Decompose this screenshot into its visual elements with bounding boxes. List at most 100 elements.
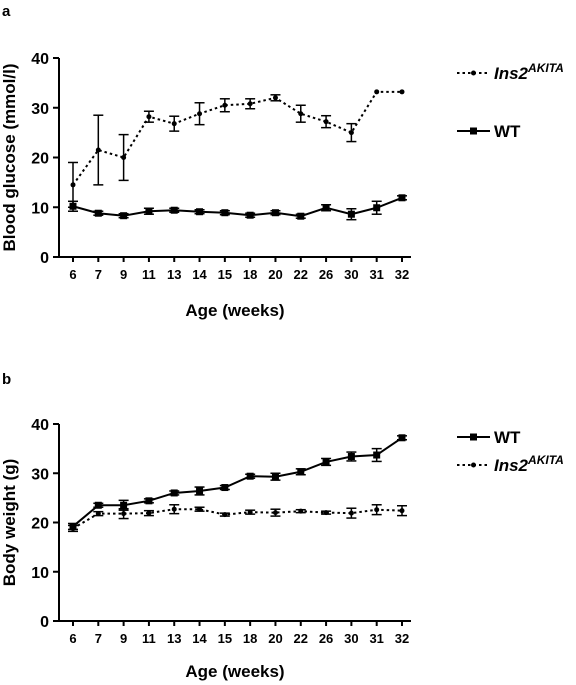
data-point [298,508,304,514]
data-point [247,509,253,515]
legend-item: Ins2AKITA [457,61,564,83]
data-point [70,525,76,531]
x-tick-label: 31 [369,267,383,282]
data-point [297,468,305,476]
x-tick-label: 15 [218,267,232,282]
data-point [146,510,152,516]
data-point [145,497,153,505]
y-tick-label: 20 [31,516,49,533]
x-tick-label: 20 [268,267,282,282]
data-point [247,101,253,107]
x-tick-label: 11 [142,631,156,646]
data-point [348,130,354,136]
data-point [70,182,76,188]
legend-item: WT [457,428,521,447]
x-tick-label: 13 [167,267,181,282]
data-point [197,111,203,117]
x-tick-label: 7 [95,267,102,282]
data-point [398,194,406,202]
series-wt [68,434,407,531]
legend-label: WT [494,122,521,141]
y-tick-label: 30 [31,101,49,118]
panel-b-chart: 0 10 20 30 40 6 7 9 11 13 14 15 18 20 22 26 30 31 32 Age (w… [0,417,564,681]
data-point [298,111,304,117]
y-axis-label: Body weight (g) [0,459,19,586]
data-point [170,206,178,214]
legend-marker [471,462,476,468]
data-point [222,102,228,108]
data-point [322,204,330,212]
data-point [171,506,177,512]
x-tick-label: 9 [120,631,127,646]
y-tick-label: 40 [31,51,49,68]
panel-a-chart: 0 10 20 30 40 6 7 9 11 13 14 15 18 20 22 26 30 31 32 Age (w… [0,51,564,320]
data-point [145,207,153,215]
legend-item: WT [457,122,521,141]
y-tick-label: 10 [31,565,49,582]
data-point [297,212,305,220]
legend-label: WT [494,428,521,447]
x-tick-label: 15 [218,631,232,646]
series-ins2 [68,504,407,533]
x-tick-label: 18 [243,631,257,646]
x-tick-label: 32 [395,267,409,282]
data-point [146,114,152,120]
x-tick-label: 30 [344,631,358,646]
data-point [374,89,380,95]
x-tick-label: 14 [192,631,207,646]
data-point [373,204,381,212]
data-point [348,510,354,516]
x-tick-label: 26 [319,267,333,282]
data-point [221,209,229,217]
x-axis-label: Age (weeks) [185,662,284,681]
data-point [272,95,278,101]
series-ins2 [68,89,405,208]
data-point [197,506,203,512]
data-point [347,210,355,218]
x-tick-label: 31 [369,631,383,646]
data-point [221,484,229,492]
x-tick-label: 6 [69,631,76,646]
data-point [120,212,128,220]
data-point [171,121,177,127]
data-point [69,202,77,210]
data-point [323,119,329,125]
data-point [121,511,127,517]
data-point [121,155,127,160]
x-tick-label: 14 [192,267,207,282]
data-point [95,147,101,153]
y-tick-label: 0 [40,614,49,631]
data-point [399,508,405,514]
data-point [196,208,204,216]
x-tick-label: 30 [344,267,358,282]
x-tick-label: 9 [120,267,127,282]
y-tick-label: 20 [31,151,49,168]
legend-marker [470,433,477,441]
legend-label: Ins2AKITA [494,61,564,83]
data-point [322,458,330,466]
y-tick-label: 40 [31,417,49,434]
data-point [272,510,278,516]
legend-label: Ins2AKITA [494,453,564,475]
x-tick-label: 18 [243,267,257,282]
data-point [323,510,329,516]
data-point [399,89,405,95]
panel-a-letter: a [2,3,11,20]
legend-marker [470,127,477,135]
x-tick-label: 32 [395,631,409,646]
data-point [347,453,355,461]
legend-marker [471,70,476,76]
data-point [222,512,228,518]
y-tick-label: 10 [31,200,49,217]
data-point [120,501,128,509]
x-axis-label: Age (weeks) [185,301,284,320]
data-point [246,472,254,480]
data-point [95,511,101,517]
data-point [373,451,381,459]
data-point [271,473,279,481]
data-point [374,507,380,513]
x-tick-label: 22 [294,631,308,646]
y-tick-label: 30 [31,466,49,483]
data-point [398,434,406,442]
panel-b-letter: b [2,371,11,388]
